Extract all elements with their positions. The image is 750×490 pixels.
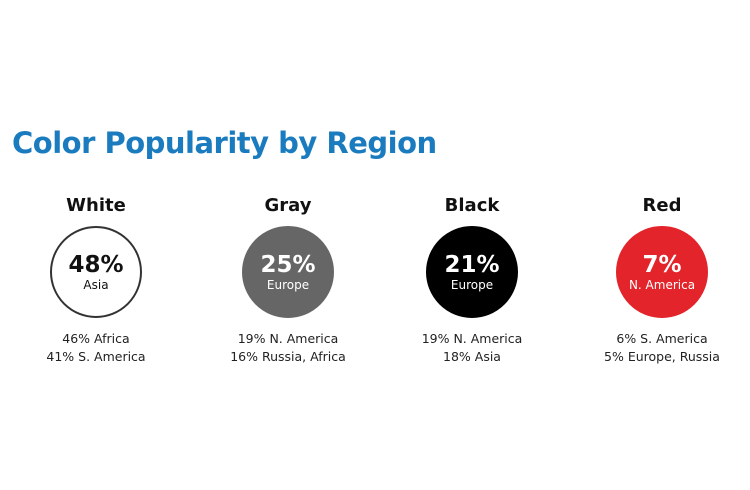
other-region: 5% Europe, Russia bbox=[604, 349, 720, 364]
color-column: Black 21% Europe 19% N. America 18% Asia bbox=[382, 194, 562, 366]
color-column: Red 7% N. America 6% S. America 5% Europe, R… bbox=[572, 194, 750, 366]
other-regions: 19% N. America 18% Asia bbox=[382, 330, 562, 366]
title: Color Popularity by Region bbox=[12, 126, 437, 160]
top-region: Europe bbox=[266, 277, 310, 292]
top-share: 25% bbox=[260, 251, 316, 278]
color-name: White bbox=[66, 195, 126, 216]
other-regions: 46% Africa 41% S. America bbox=[6, 330, 186, 366]
top-region: Asia bbox=[83, 277, 109, 292]
other-regions: 19% N. America 16% Russia, Africa bbox=[198, 330, 378, 366]
top-share: 21% bbox=[444, 251, 500, 278]
other-regions: 6% S. America 5% Europe, Russia bbox=[572, 330, 750, 366]
other-region: 46% Africa bbox=[62, 331, 130, 346]
color-circle: 21% Europe bbox=[426, 226, 518, 318]
other-region: 19% N. America bbox=[421, 331, 523, 346]
other-region: 41% S. America bbox=[46, 349, 146, 364]
color-name: Red bbox=[642, 195, 682, 216]
top-share: 7% bbox=[642, 251, 682, 278]
other-region: 6% S. America bbox=[616, 331, 708, 346]
top-region: N. America bbox=[628, 277, 696, 292]
color-column: White 48% Asia 46% Africa 41% S. America bbox=[6, 194, 186, 366]
other-region: 19% N. America bbox=[237, 331, 339, 346]
color-circle: 48% Asia bbox=[50, 226, 142, 318]
color-column: Gray 25% Europe 19% N. America 16% Russia, A… bbox=[198, 194, 378, 366]
other-region: 16% Russia, Africa bbox=[230, 349, 346, 364]
color-circle: 7% N. America bbox=[616, 226, 708, 318]
color-name: Black bbox=[444, 195, 500, 216]
top-share: 48% bbox=[68, 251, 124, 278]
other-region: 18% Asia bbox=[443, 349, 501, 364]
top-region: Europe bbox=[450, 277, 494, 292]
color-name: Gray bbox=[264, 195, 312, 216]
color-circle: 25% Europe bbox=[242, 226, 334, 318]
